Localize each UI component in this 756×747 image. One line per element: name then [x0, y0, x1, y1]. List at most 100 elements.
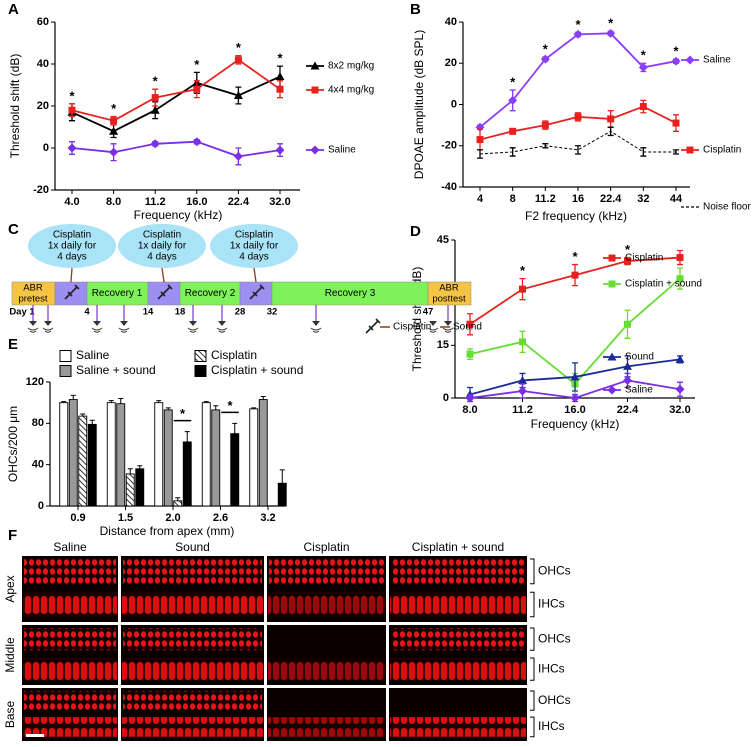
ihc-band	[122, 592, 263, 617]
data-point	[571, 271, 579, 279]
data-point	[110, 117, 118, 125]
y-tick-label: 0	[43, 142, 49, 154]
x-axis-title: F2 frequency (kHz)	[525, 209, 627, 223]
ihc-band	[268, 592, 385, 617]
legend-label: Saline + sound	[76, 363, 156, 377]
row-label: Middle	[3, 637, 17, 673]
sound-icon	[189, 321, 197, 326]
segment-label: ABR	[439, 283, 459, 294]
data-point	[570, 393, 580, 403]
bracket	[530, 558, 535, 585]
syringe-icon	[64, 284, 80, 300]
row-label: Apex	[3, 575, 17, 602]
series-line	[71, 75, 281, 133]
data-point	[509, 127, 517, 135]
error-bar	[607, 126, 614, 137]
day-label: 47	[423, 307, 434, 318]
ihc-band	[390, 658, 526, 681]
data-point	[519, 338, 526, 346]
legend-marker	[607, 352, 617, 361]
error-bar	[251, 407, 257, 409]
panel-label: C	[8, 221, 19, 238]
x-axis-title: Frequency (kHz)	[134, 208, 223, 222]
x-tick-label: 11.2	[145, 196, 166, 208]
ohc-band	[24, 691, 116, 711]
x-tick-label: 22.4	[228, 196, 250, 208]
y-tick-label: 0	[443, 392, 449, 404]
y-tick-label: 120	[26, 376, 44, 388]
column-header: Cisplatin	[303, 540, 349, 554]
legend-marker	[608, 254, 616, 262]
ohc-band	[269, 559, 384, 584]
x-tick-label: 0.9	[70, 512, 85, 524]
ihc-band	[122, 658, 263, 681]
legend-label: Sound	[625, 352, 654, 363]
ihc-band	[268, 658, 385, 681]
y-tick-label: 0	[451, 98, 457, 110]
legend-marker	[686, 146, 694, 154]
data-point	[109, 126, 119, 135]
x-tick-label: 8.0	[462, 404, 477, 416]
y-tick-label: -20	[33, 184, 49, 196]
error-bar	[118, 398, 124, 404]
x-tick-label: 11.2	[512, 404, 533, 416]
data-point	[508, 95, 518, 105]
data-point	[518, 386, 527, 396]
ihc-band	[23, 717, 117, 737]
error-bar	[137, 465, 143, 469]
day-label: 14	[143, 307, 154, 318]
data-point	[150, 139, 160, 149]
syringe-icon	[157, 284, 173, 300]
panel-label: B	[410, 1, 421, 18]
data-point	[541, 121, 549, 129]
x-tick-label: 4	[477, 193, 484, 205]
bar	[154, 402, 164, 507]
bar	[163, 409, 173, 507]
data-point	[233, 151, 243, 161]
sound-icon	[218, 321, 226, 326]
dose-connector	[161, 267, 165, 283]
dose-label: Cisplatin	[53, 230, 91, 241]
ihc-band	[122, 717, 263, 737]
legend-label: 8x2 mg/kg	[328, 61, 374, 72]
day-label: 18	[175, 307, 186, 318]
panel-label: D	[410, 223, 421, 240]
timeline-segment	[427, 281, 472, 306]
data-point	[623, 375, 632, 385]
bracket	[530, 657, 535, 681]
panel-label: A	[8, 1, 19, 18]
significance-star: *	[111, 101, 117, 116]
panel-label: E	[8, 336, 18, 353]
bar	[173, 500, 183, 507]
significance-star: *	[625, 242, 631, 257]
bar	[201, 402, 211, 507]
data-point	[151, 94, 159, 102]
y-axis-title: Threshold shift (dB)	[8, 54, 22, 159]
ohc-band	[391, 559, 525, 584]
cell-label: OHCs	[538, 693, 571, 707]
significance-star: *	[673, 44, 679, 59]
bracket	[530, 591, 535, 618]
bar	[68, 399, 78, 507]
y-tick-label: 80	[32, 417, 44, 429]
x-tick-label: 32	[637, 193, 649, 205]
data-point	[671, 56, 681, 66]
error-bar	[156, 400, 162, 403]
data-point	[624, 257, 631, 265]
data-point	[675, 354, 685, 363]
significance-star: *	[227, 398, 233, 413]
legend-label: Cisplatin + sound	[211, 363, 303, 377]
dose-connector	[253, 267, 257, 283]
data-point	[607, 115, 615, 123]
legend-swatch	[59, 365, 72, 377]
sound-icon	[42, 327, 54, 333]
data-point	[672, 119, 680, 127]
y-axis-title: DPOAE amplitude (dB SPL)	[412, 30, 426, 179]
data-point	[193, 85, 201, 93]
data-point	[519, 285, 526, 293]
error-bar	[61, 401, 67, 403]
error-bar	[203, 401, 209, 403]
dose-bubble	[118, 224, 206, 268]
bar	[211, 409, 221, 507]
legend-label: Saline	[328, 145, 356, 156]
